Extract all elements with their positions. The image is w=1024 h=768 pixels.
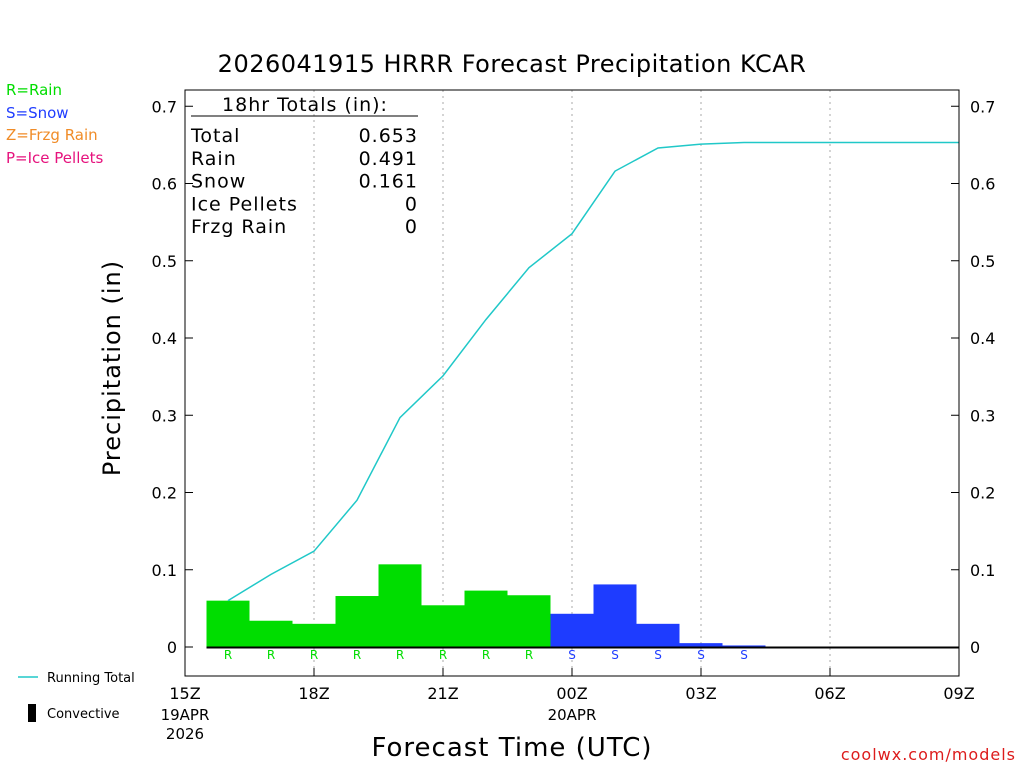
totals-label-4: Frzg Rain (191, 216, 287, 238)
bar-10 (636, 623, 680, 647)
totals-label-1: Rain (191, 148, 237, 170)
totals-label-2: Snow (191, 171, 246, 193)
bar-1 (249, 620, 293, 647)
totals-value-4: 0 (405, 216, 418, 238)
bar-0 (206, 600, 250, 647)
y-tick-label-left-6: 0.6 (152, 175, 177, 194)
x-tick-label-6: 09Z (943, 684, 974, 703)
y-tick-label-right-0: 0 (970, 638, 980, 657)
legend-frzg-rain: Z=Frzg Rain (6, 126, 98, 144)
bar-type-label-9: S (611, 648, 619, 662)
axes (184, 89, 960, 677)
bar-type-label-1: R (267, 648, 275, 662)
y-tick-label-left-1: 0.1 (152, 561, 177, 580)
totals-value-3: 0 (405, 193, 418, 215)
bar-5 (421, 605, 465, 647)
x-tick-label-4: 03Z (685, 684, 716, 703)
bar-9 (593, 584, 637, 647)
x-tick-label-2: 21Z (427, 684, 458, 703)
x-tick-label-3: 00Z (556, 684, 587, 703)
tick-labels: 0 00.1 0.10.2 0.20.3 0.30.4 0.40.5 0.50.6 0.60.… (152, 97, 996, 743)
grid-lines (313, 90, 831, 676)
bar-2 (292, 623, 336, 647)
bar-type-label-5: R (439, 648, 447, 662)
y-tick-label-right-7: 0.7 (970, 97, 995, 116)
running-total-line (227, 141, 959, 602)
totals-label-3: Ice Pellets (191, 193, 298, 215)
totals-box: 18hr Totals (in): Total 0.653 Rain 0.491 Snow… (190, 94, 418, 238)
running-total-legend-label: Running Total (47, 671, 135, 686)
bar-type-label-0: R (224, 648, 232, 662)
y-tick-label-left-3: 0.3 (152, 406, 177, 425)
bar-6 (464, 590, 508, 647)
bar-11 (679, 643, 723, 647)
chart-title: 2026041915 HRRR Forecast Precipitation K… (217, 50, 807, 78)
totals-value-0: 0.653 (359, 125, 418, 147)
bar-4 (378, 564, 422, 647)
legend-rain: R=Rain (6, 81, 62, 99)
bar-type-label-12: S (740, 648, 748, 662)
totals-header: 18hr Totals (in): (222, 94, 388, 116)
legend-snow: S=Snow (6, 104, 69, 122)
bar-12 (722, 645, 766, 647)
bar-3 (335, 596, 379, 647)
x-tick-date-0: 19APR (161, 706, 210, 724)
x-axis-label: Forecast Time (UTC) (371, 733, 653, 763)
convective-legend-label: Convective (47, 707, 120, 722)
running-total-series (227, 141, 960, 602)
legend-ice-pellets: P=Ice Pellets (6, 149, 104, 167)
x-tick-label-1: 18Z (298, 684, 329, 703)
series-legend: Running Total Convective (18, 671, 135, 722)
y-tick-label-right-4: 0.4 (970, 329, 995, 348)
bar-7 (507, 595, 551, 647)
y-tick-label-left-0: 0 (167, 638, 177, 657)
bar-type-label-4: R (396, 648, 404, 662)
y-tick-label-left-4: 0.4 (152, 329, 177, 348)
totals-value-1: 0.491 (359, 148, 418, 170)
bar-type-label-11: S (697, 648, 705, 662)
credit-link[interactable]: coolwx.com/models (840, 745, 1016, 764)
y-tick-label-right-3: 0.3 (970, 406, 995, 425)
bar-8 (550, 613, 594, 647)
y-tick-label-left-2: 0.2 (152, 484, 177, 503)
bar-type-label-3: R (353, 648, 361, 662)
bar-type-label-6: R (482, 648, 490, 662)
y-tick-label-right-5: 0.5 (970, 252, 995, 271)
bar-type-label-10: S (654, 648, 662, 662)
x-tick-year-0: 2026 (166, 725, 204, 743)
x-tick-label-5: 06Z (814, 684, 845, 703)
y-tick-label-left-7: 0.7 (152, 97, 177, 116)
x-tick-label-0: 15Z (169, 684, 200, 703)
y-tick-label-right-2: 0.2 (970, 484, 995, 503)
totals-label-0: Total (190, 125, 240, 147)
totals-value-2: 0.161 (359, 171, 418, 193)
y-tick-label-right-1: 0.1 (970, 561, 995, 580)
bar-type-label-7: R (525, 648, 533, 662)
bar-type-label-8: S (568, 648, 576, 662)
convective-legend-swatch (28, 704, 36, 722)
y-tick-label-left-5: 0.5 (152, 252, 177, 271)
y-tick-label-right-6: 0.6 (970, 175, 995, 194)
x-tick-date-3: 20APR (548, 706, 597, 724)
bar-type-label-2: R (310, 648, 318, 662)
